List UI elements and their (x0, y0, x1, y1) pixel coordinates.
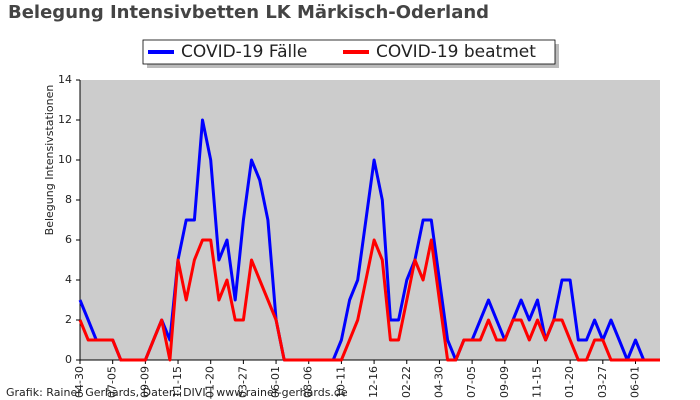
x-tick-label: 12-16 (367, 366, 380, 398)
x-tick-label: 09-09 (138, 366, 151, 398)
x-tick-label: 11-15 (530, 366, 543, 398)
chart-title: Belegung Intensivbetten LK Märkisch-Oder… (8, 2, 489, 23)
y-tick-label: 0 (65, 353, 72, 366)
y-tick-label: 4 (65, 273, 72, 286)
legend-label: COVID-19 beatmet (376, 42, 536, 62)
x-tick-label: 08-06 (302, 366, 315, 398)
footer: Grafik: Rainer Gerhards, Daten: DIVI | w… (6, 386, 348, 399)
x-tick-label: 07-05 (106, 366, 119, 398)
y-axis-label: Belegung Intensivstationen (43, 85, 56, 236)
y-tick-label: 12 (58, 113, 72, 126)
y-tick-label: 2 (65, 313, 72, 326)
y-tick-label: 10 (58, 153, 72, 166)
x-tick-label: 01-20 (204, 366, 217, 398)
x-tick-label: 04-30 (432, 366, 445, 398)
x-tick-label: 10-11 (334, 366, 347, 398)
x-tick-label: 01-20 (563, 366, 576, 398)
x-tick-label: 04-30 (73, 366, 86, 398)
x-tick-label: 09-09 (498, 366, 511, 398)
x-tick-label: 03-27 (236, 366, 249, 398)
x-tick-label: 03-27 (596, 366, 609, 398)
y-tick-label: 14 (58, 73, 72, 86)
x-tick-label: 06-01 (269, 366, 282, 398)
x-tick-label: 02-22 (400, 366, 413, 398)
x-tick-label: 07-05 (465, 366, 478, 398)
x-tick-label: 11-15 (171, 366, 184, 398)
x-tick-label: 06-01 (628, 366, 641, 398)
y-tick-label: 8 (65, 193, 72, 206)
y-tick-label: 6 (65, 233, 72, 246)
legend: COVID-19 Fälle COVID-19 beatmet (142, 39, 559, 68)
plot-area (80, 80, 660, 360)
legend-label: COVID-19 Fälle (181, 42, 307, 62)
series-line (78, 238, 660, 362)
